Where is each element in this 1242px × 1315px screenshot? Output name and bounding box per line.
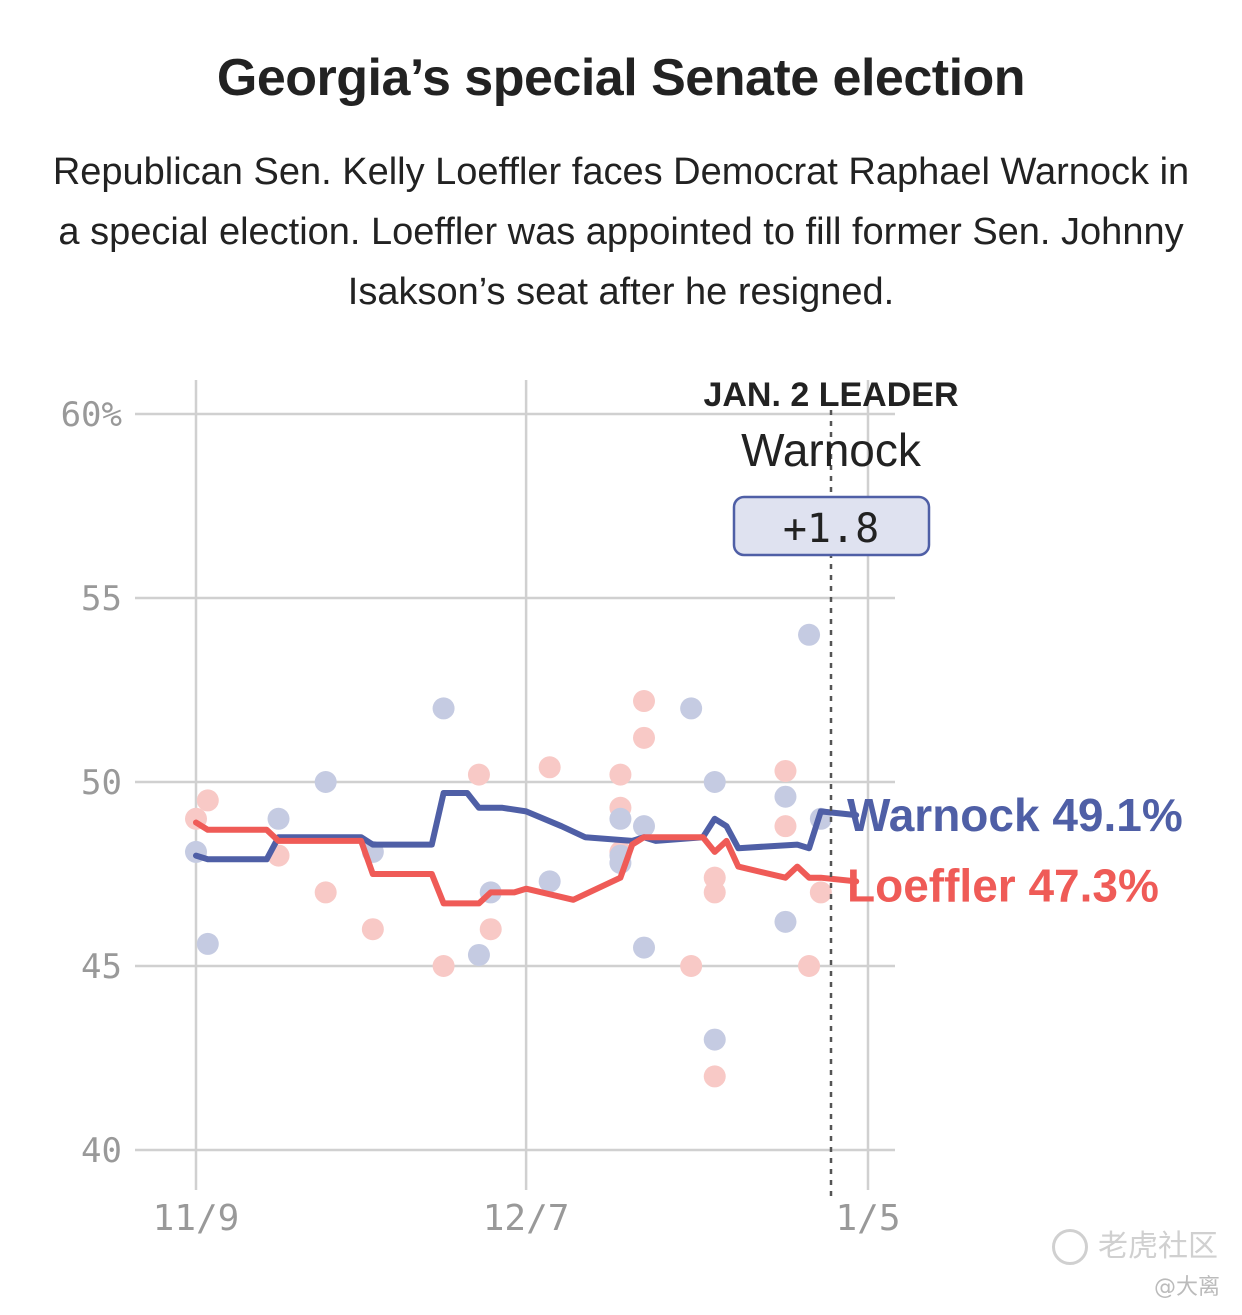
warnock-poll-dot: [633, 815, 655, 838]
warnock-poll-dot: [196, 932, 219, 955]
warnock-poll-dot: [267, 807, 290, 830]
loeffler-poll-dot: [809, 881, 832, 904]
warnock-poll-dot: [633, 936, 655, 959]
loeffler-poll-dot: [680, 955, 703, 977]
warnock-poll-dot: [538, 870, 561, 893]
y-tick-label: 50: [81, 763, 122, 803]
y-tick-label: 45: [81, 947, 122, 987]
loeffler-poll-dot: [314, 881, 337, 904]
loeffler-poll-dot: [361, 918, 384, 941]
loeffler-poll-dot: [633, 726, 655, 749]
loeffler-poll-dot: [774, 815, 797, 838]
leader-heading: JAN. 2 LEADER: [703, 376, 958, 414]
chart-subtitle: Republican Sen. Kelly Loeffler faces Dem…: [52, 151, 1190, 313]
warnock-poll-dot: [774, 910, 797, 933]
chart-title: Georgia’s special Senate election: [216, 49, 1026, 107]
leader-marker: JAN. 2 LEADER Warnock +1.8: [703, 376, 959, 1200]
warnock-poll-dot: [314, 771, 337, 793]
end-labels-layer: Warnock 49.1% Loeffler 47.3%: [847, 789, 1183, 911]
loeffler-poll-dot: [432, 955, 455, 977]
loeffler-end-label: Loeffler 47.3%: [847, 859, 1159, 911]
leader-name: Warnock: [741, 424, 922, 476]
warnock-poll-dot: [703, 771, 726, 793]
loeffler-poll-dot: [798, 955, 821, 977]
warnock-poll-dot: [703, 1028, 726, 1051]
average-lines-layer: [193, 790, 860, 907]
loeffler-poll-dot: [467, 763, 490, 786]
warnock-poll-dot: [467, 943, 490, 966]
y-tick-label: 40: [81, 1131, 122, 1171]
author-credit: @大离: [1153, 1275, 1220, 1300]
warnock-average-line: [193, 790, 860, 863]
loeffler-poll-dot: [538, 756, 561, 779]
warnock-end-label: Warnock 49.1%: [847, 789, 1183, 841]
loeffler-poll-dot: [774, 759, 797, 782]
warnock-poll-dot: [774, 785, 797, 808]
watermark: 老虎社区: [1052, 1221, 1218, 1265]
loeffler-poll-dot: [703, 1065, 726, 1088]
loeffler-poll-dot: [633, 690, 655, 713]
loeffler-average-line: [193, 819, 860, 907]
grid-layer: 60% 55 50 45 40 11/9 12/7 1/5: [61, 380, 901, 1239]
poll-dots-layer: [185, 623, 832, 1088]
warnock-poll-dot: [680, 697, 703, 720]
loeffler-poll-dot: [703, 881, 726, 904]
warnock-poll-dot: [798, 623, 821, 646]
watermark-logo-icon: [1052, 1229, 1088, 1265]
x-tick-label: 11/9: [153, 1198, 240, 1239]
y-tick-label: 60%: [61, 395, 122, 435]
x-tick-label: 1/5: [835, 1198, 900, 1239]
loeffler-poll-dot: [609, 763, 632, 786]
leader-margin-box: [732, 495, 931, 557]
loeffler-poll-dot: [479, 918, 502, 941]
warnock-poll-dot: [609, 807, 632, 830]
leader-margin: +1.8: [783, 506, 879, 552]
x-tick-label: 12/7: [483, 1198, 570, 1239]
warnock-poll-dot: [432, 697, 455, 720]
watermark-text: 老虎社区: [1098, 1228, 1218, 1264]
y-tick-label: 55: [81, 579, 122, 619]
loeffler-poll-dot: [196, 789, 219, 812]
